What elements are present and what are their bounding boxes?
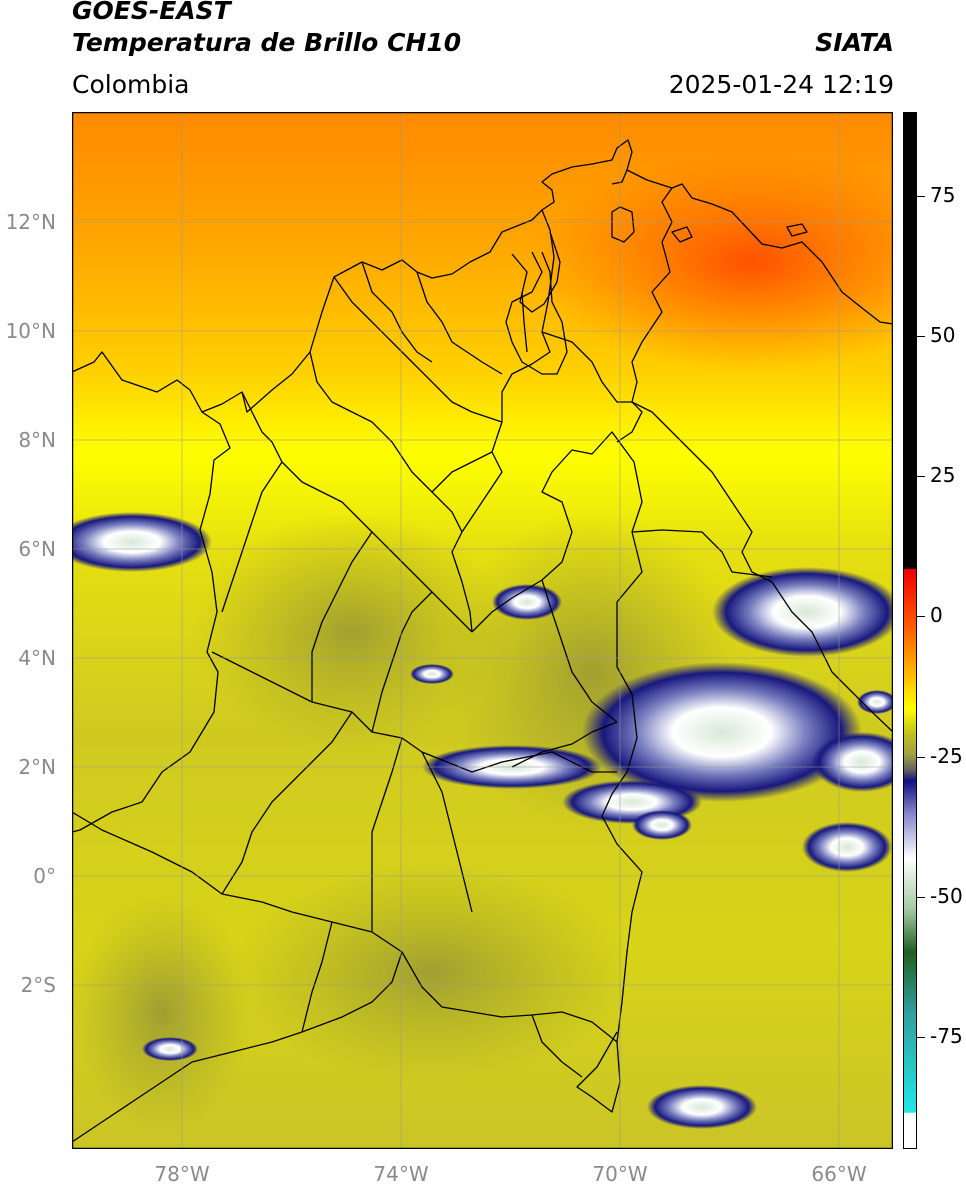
cool-patch xyxy=(232,862,632,1082)
brand-label: SIATA xyxy=(815,28,894,57)
title-satellite: GOES-EAST xyxy=(72,0,231,25)
cloud-cluster xyxy=(492,584,562,620)
lat-label-2n: 2°N xyxy=(18,755,56,779)
cloud-cluster xyxy=(647,1085,757,1129)
colorbar-tick xyxy=(917,616,925,618)
cloud-cluster xyxy=(142,1037,198,1061)
colorbar-tick-label: 50 xyxy=(930,323,956,348)
colorbar-tick xyxy=(917,756,925,758)
lon-label-66w: 66°W xyxy=(811,1162,867,1186)
lon-label-74w: 74°W xyxy=(373,1162,429,1186)
lat-label-6n: 6°N xyxy=(18,537,56,561)
colorbar-tick xyxy=(917,476,925,478)
lat-label-2s: 2°S xyxy=(20,973,56,997)
cloud-cluster xyxy=(802,822,892,872)
colorbar xyxy=(903,112,917,1149)
colorbar-tick-label: 75 xyxy=(930,183,956,208)
title-product: Temperatura de Brillo CH10 xyxy=(72,28,462,57)
country-borders xyxy=(72,139,893,1143)
lat-label-12n: 12°N xyxy=(5,210,56,234)
warm-caribbean-area xyxy=(532,152,893,372)
cool-patch xyxy=(192,512,512,752)
colorbar-tick-label: 0 xyxy=(930,603,943,628)
colorbar-tick-label: 25 xyxy=(930,463,956,488)
cloud-cluster xyxy=(72,512,212,572)
cloud-cluster xyxy=(410,664,454,684)
satellite-map[interactable] xyxy=(72,112,893,1149)
colorbar-tick-label: -75 xyxy=(930,1023,963,1048)
cloud-cluster xyxy=(632,810,692,840)
cloud-cluster xyxy=(857,690,893,714)
lon-label-70w: 70°W xyxy=(592,1162,648,1186)
lat-label-8n: 8°N xyxy=(18,428,56,452)
lon-label-78w: 78°W xyxy=(154,1162,210,1186)
colorbar-tick xyxy=(917,896,925,898)
colorbar-tick xyxy=(917,1036,925,1038)
lat-label-0: 0° xyxy=(33,864,56,888)
region-label: Colombia xyxy=(72,70,190,99)
colorbar-tick xyxy=(917,336,925,338)
colorbar-tick xyxy=(917,196,925,198)
cloud-cluster xyxy=(712,567,893,657)
lat-label-4n: 4°N xyxy=(18,646,56,670)
colorbar-tick-label: -25 xyxy=(930,743,963,768)
graticule xyxy=(72,112,893,1149)
lat-label-10n: 10°N xyxy=(5,319,56,343)
map-frame xyxy=(72,112,893,1149)
cool-patch xyxy=(72,892,252,1132)
datetime-label: 2025-01-24 12:19 xyxy=(668,70,894,99)
cloud-cluster xyxy=(812,732,893,792)
colorbar-tick-label: -50 xyxy=(930,883,963,908)
